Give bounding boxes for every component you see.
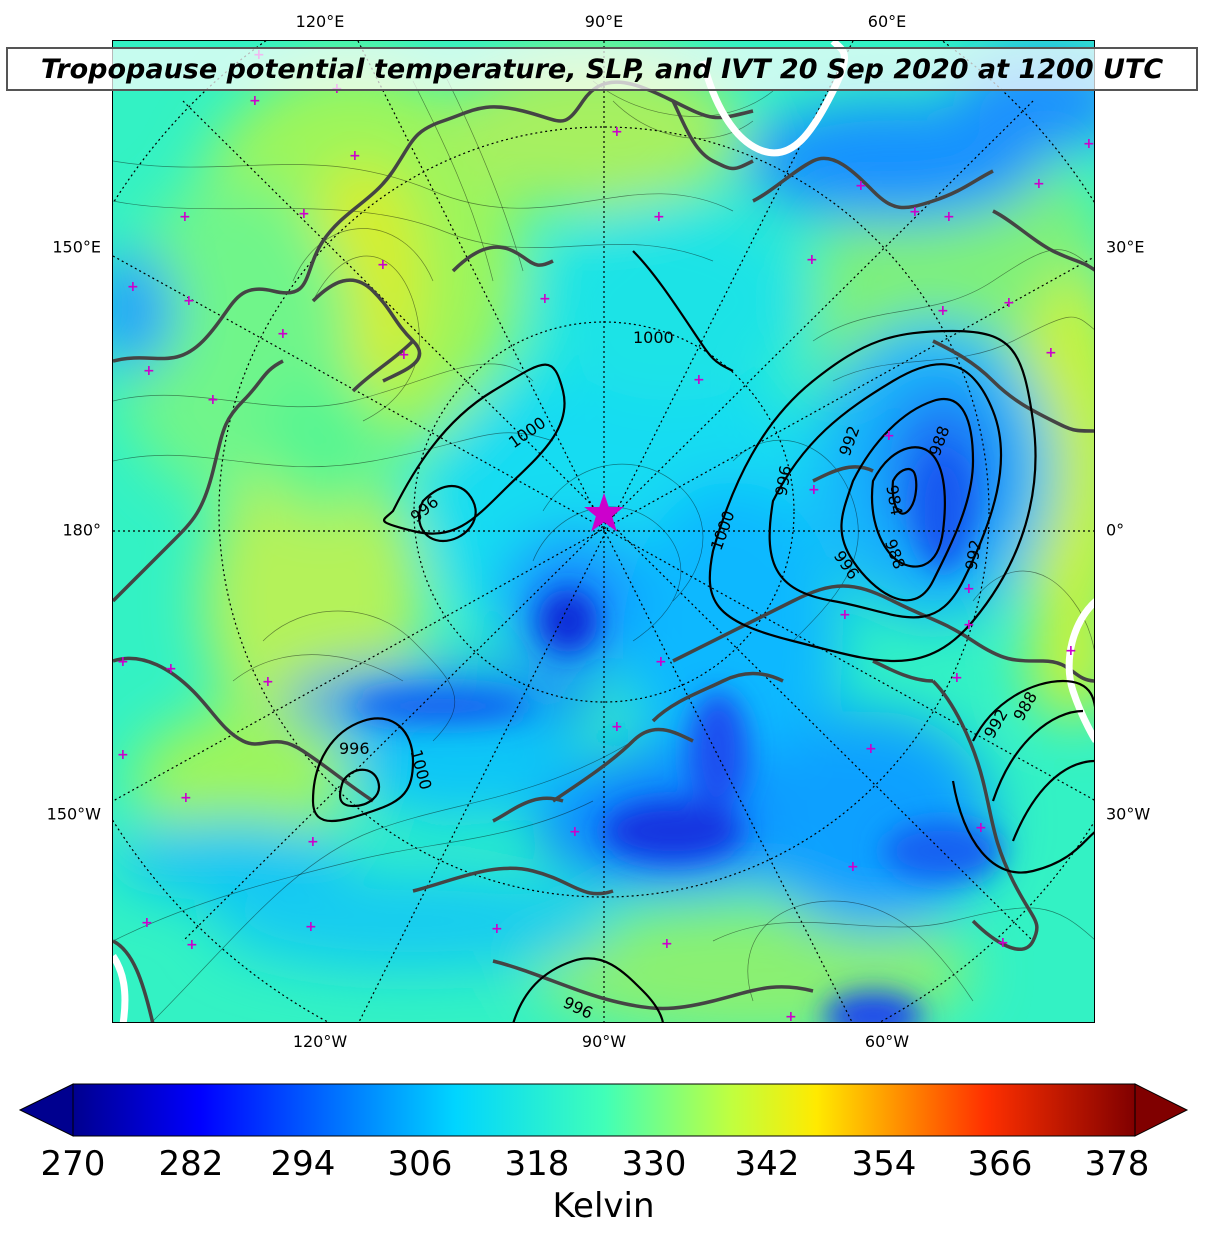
- colorbar-tick: 342: [734, 1144, 800, 1184]
- slp-contours: [311, 250, 1094, 1022]
- svg-text:+: +: [377, 257, 389, 273]
- svg-text:+: +: [1083, 136, 1095, 152]
- svg-text:+: +: [307, 834, 319, 850]
- svg-text:+: +: [143, 363, 155, 379]
- svg-text:+: +: [569, 824, 581, 840]
- svg-text:+: +: [398, 347, 410, 363]
- lon-label-right-3: 30°W: [1106, 804, 1151, 824]
- lon-label-bottom-1: 120°W: [292, 1032, 348, 1051]
- svg-text:+: +: [963, 581, 975, 597]
- colorbar-tick: 354: [851, 1144, 917, 1184]
- slp-label: 996: [339, 739, 370, 758]
- svg-text:+: +: [808, 482, 820, 498]
- colorbar-tick: 306: [387, 1144, 453, 1184]
- lon-label-left-1: 150°E: [52, 237, 101, 257]
- map-svg: 1000 1000 996 1000 996 992 988 984 988 9…: [113, 41, 1095, 1023]
- lon-label-top-1: 120°E: [295, 12, 345, 31]
- svg-text:+: +: [207, 392, 219, 408]
- lon-label-top-3: 60°E: [867, 12, 907, 31]
- theta-contours: [113, 70, 1094, 1022]
- svg-text:+: +: [653, 209, 665, 225]
- svg-text:+: +: [1045, 345, 1057, 361]
- station-markers: + + + + ++ + ++ + ++ + ++ + + + + ++ +++ +++ +++ …: [117, 47, 1095, 1023]
- svg-text:+: +: [855, 178, 867, 194]
- svg-text:+: +: [165, 661, 177, 677]
- svg-text:+: +: [539, 291, 551, 307]
- svg-text:+: +: [305, 919, 317, 935]
- svg-text:+: +: [951, 670, 963, 686]
- svg-text:+: +: [1003, 295, 1015, 311]
- svg-text:+: +: [785, 1009, 797, 1023]
- svg-text:+: +: [847, 859, 859, 875]
- svg-text:+: +: [183, 293, 195, 309]
- lon-label-left-3: 150°W: [46, 804, 101, 824]
- colorbar-tick: 294: [270, 1144, 336, 1184]
- colorbar-tick: 378: [1084, 1144, 1150, 1184]
- svg-text:+: +: [186, 937, 198, 953]
- svg-text:+: +: [883, 428, 895, 444]
- colorbar-label: Kelvin: [552, 1186, 655, 1226]
- colorbar-tick: 270: [40, 1144, 106, 1184]
- slp-label: 1000: [633, 328, 674, 347]
- svg-text:+: +: [655, 654, 667, 670]
- svg-text:+: +: [117, 654, 129, 670]
- svg-text:+: +: [839, 607, 851, 623]
- svg-text:+: +: [997, 935, 1009, 951]
- svg-text:+: +: [963, 617, 975, 633]
- svg-text:+: +: [1065, 643, 1077, 659]
- svg-text:+: +: [298, 206, 310, 222]
- svg-text:+: +: [262, 674, 274, 690]
- svg-text:+: +: [943, 209, 955, 225]
- svg-text:+: +: [349, 148, 361, 164]
- svg-text:+: +: [141, 915, 153, 931]
- svg-text:+: +: [611, 719, 623, 735]
- svg-text:+: +: [179, 209, 191, 225]
- lon-label-right-2: 0°: [1106, 520, 1125, 540]
- svg-text:+: +: [661, 936, 673, 952]
- svg-text:+: +: [277, 326, 289, 342]
- theta-minima: [353, 451, 1003, 1022]
- svg-text:+: +: [117, 747, 129, 763]
- lon-label-top-2: 90°E: [584, 12, 624, 31]
- colorbar: [18, 1083, 1189, 1137]
- svg-text:+: +: [937, 303, 949, 319]
- svg-text:+: +: [1033, 176, 1045, 192]
- north-pole-star-icon: [584, 492, 624, 532]
- lon-label-left-2: 180°: [62, 520, 101, 540]
- lon-label-right-1: 30°E: [1106, 237, 1145, 257]
- svg-text:+: +: [865, 741, 877, 757]
- svg-text:+: +: [491, 921, 503, 937]
- svg-text:+: +: [806, 252, 818, 268]
- svg-text:+: +: [975, 820, 987, 836]
- svg-text:+: +: [180, 790, 192, 806]
- graticule: [113, 41, 1094, 1022]
- lon-label-bottom-2: 90°W: [581, 1032, 627, 1051]
- colorbar-tick: 282: [158, 1144, 224, 1184]
- colorbar-tick: 318: [504, 1144, 570, 1184]
- svg-text:+: +: [127, 279, 139, 295]
- map-title: Tropopause potential temperature, SLP, a…: [6, 47, 1198, 91]
- svg-text:+: +: [909, 204, 921, 220]
- colorbar-tick: 366: [967, 1144, 1033, 1184]
- svg-text:+: +: [693, 372, 705, 388]
- svg-text:+: +: [611, 124, 623, 140]
- svg-text:+: +: [249, 93, 261, 109]
- lon-label-bottom-3: 60°W: [864, 1032, 910, 1051]
- map-panel: 1000 1000 996 1000 996 992 988 984 988 9…: [112, 40, 1095, 1023]
- colorbar-tick: 330: [621, 1144, 687, 1184]
